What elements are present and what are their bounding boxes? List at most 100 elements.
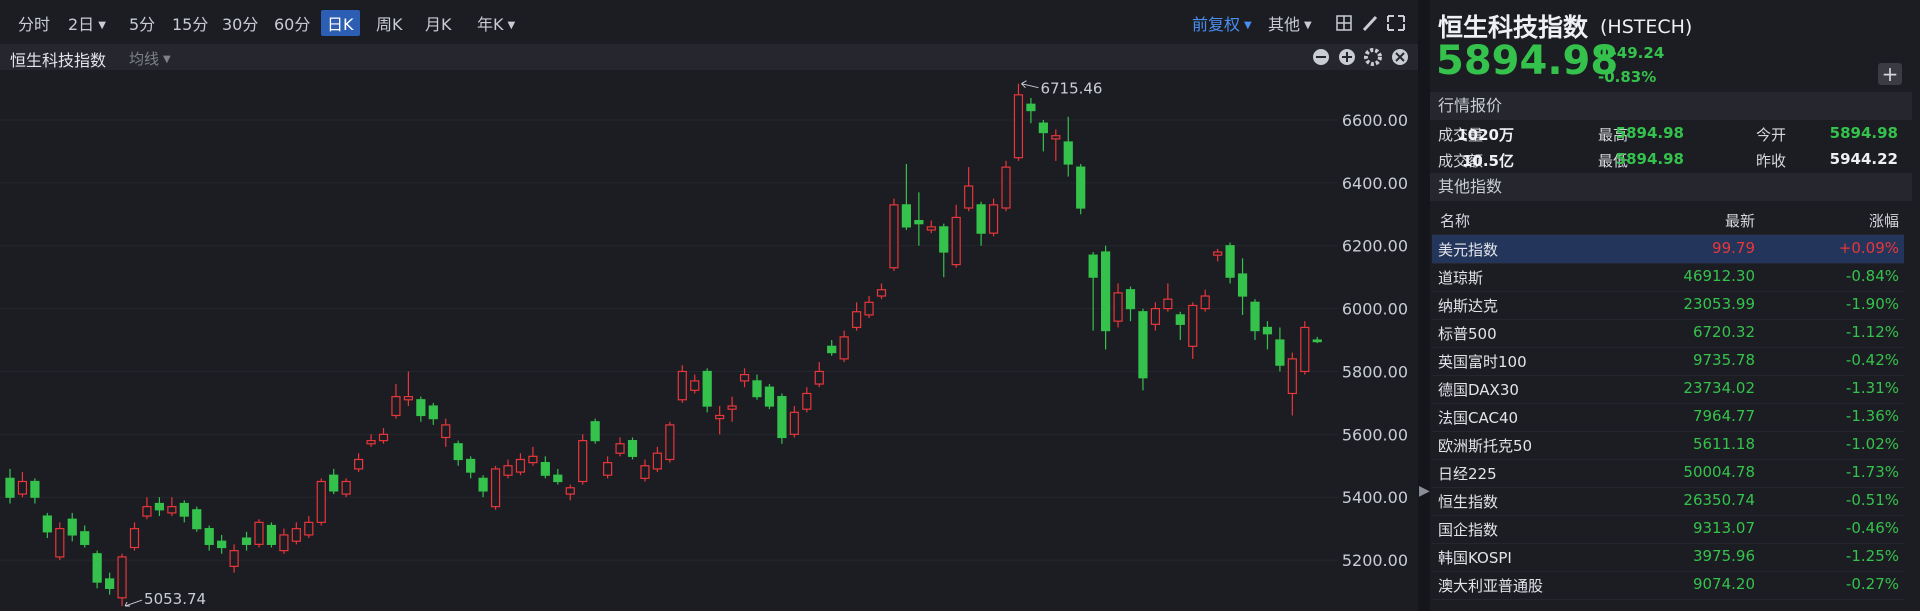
option-dropdown[interactable]: 前复权 ▼ — [1192, 15, 1252, 34]
candle-body — [204, 528, 214, 545]
y-tick-label: 5800.00 — [1342, 362, 1408, 381]
candlestick-chart: 5200.00 5400.00 5600.00 5800.00 6000.00 6200.… — [0, 80, 1408, 608]
candle-body — [1175, 314, 1185, 325]
index-name: 纳斯达克 — [1438, 297, 1499, 315]
candle-body — [1063, 141, 1073, 165]
candle-body — [1213, 251, 1223, 256]
index-row[interactable]: 日经225 50004.78 -1.73% — [1432, 459, 1904, 488]
y-tick-label: 5400.00 — [1342, 488, 1408, 507]
candle-body — [752, 380, 762, 398]
candle-body — [1038, 122, 1048, 134]
candle-body — [789, 411, 799, 435]
candle-body — [889, 204, 899, 269]
candle-body — [1026, 103, 1036, 112]
candle-body — [839, 336, 849, 360]
candle-body — [503, 465, 513, 476]
stat-label: 昨收 — [1756, 152, 1787, 170]
index-change: -1.12% — [1845, 323, 1899, 341]
index-row[interactable]: 德国DAX30 23734.02 -1.31% — [1432, 375, 1904, 404]
index-row[interactable]: 欧洲斯托克50 5611.18 -1.02% — [1432, 431, 1904, 460]
period-tab[interactable]: 15分 — [172, 15, 209, 34]
stat-value: 5894.98 — [1829, 124, 1898, 142]
index-change: +0.09% — [1838, 239, 1899, 257]
period-tab[interactable]: 月K — [425, 15, 452, 34]
index-row[interactable]: 标普500 6720.32 -1.12% — [1432, 319, 1904, 348]
candle-body — [1237, 273, 1248, 297]
index-row[interactable]: 韩国KOSPI 3975.96 -1.25% — [1432, 543, 1904, 572]
indicator-dropdown[interactable]: 均线 ▼ — [129, 50, 171, 68]
index-row[interactable]: 国企指数 9313.07 -0.46% — [1432, 515, 1904, 544]
index-name: 法国CAC40 — [1438, 409, 1519, 427]
candle-body — [217, 540, 227, 549]
stat-value: 5894.98 — [1615, 124, 1684, 142]
index-row[interactable]: 美元指数 99.79 +0.09% — [1432, 235, 1904, 264]
candle-body — [354, 458, 364, 470]
stat-value: 5894.98 — [1615, 150, 1684, 168]
section-header: 行情报价 — [1430, 92, 1912, 120]
option-dropdown[interactable]: 其他 ▼ — [1268, 15, 1312, 34]
period-tab[interactable]: 日K — [321, 10, 360, 36]
candle-body — [466, 458, 476, 473]
toolbar: 分时 2日 ▼ 5分 15分 30分 60分 日K 周K 月K 年K ▼ 前复权 ▼ … — [0, 0, 1418, 44]
period-tab[interactable]: 年K ▼ — [477, 15, 516, 34]
index-last: 9735.78 — [1692, 351, 1755, 369]
candle-body — [602, 462, 613, 476]
y-tick-label: 5600.00 — [1342, 425, 1408, 444]
candle-body — [1163, 298, 1173, 310]
index-row[interactable]: 道琼斯 46912.30 -0.84% — [1432, 263, 1904, 292]
y-tick-label: 6000.00 — [1342, 300, 1408, 319]
candle-body — [814, 370, 824, 385]
collapse-arrow[interactable]: ▶ — [1419, 483, 1430, 499]
stat-label: 最低 — [1598, 152, 1629, 170]
index-name: 澳大利亚普通股 — [1438, 577, 1544, 595]
period-tab[interactable]: 5分 — [129, 15, 156, 34]
candle-body — [304, 521, 314, 536]
candle-body — [229, 550, 239, 567]
period-tab[interactable]: 60分 — [274, 15, 311, 34]
candle-body — [1188, 304, 1198, 347]
candle-body — [864, 301, 874, 316]
period-tab[interactable]: 2日 ▼ — [68, 15, 106, 34]
candle-body — [167, 506, 177, 514]
candle-body — [515, 458, 526, 473]
period-tab[interactable]: 30分 — [222, 15, 259, 34]
index-name: 恒生指数 — [1438, 493, 1499, 511]
column-header: 名称 — [1440, 212, 1471, 230]
candle-body — [565, 487, 575, 495]
index-last: 5611.18 — [1692, 435, 1755, 453]
column-header: 涨幅 — [1868, 212, 1899, 230]
candle-body — [416, 399, 426, 417]
index-row[interactable]: 英国富时100 9735.78 -0.42% — [1432, 347, 1904, 376]
index-name: 英国富时100 — [1438, 353, 1527, 371]
index-last: 46912.30 — [1683, 267, 1755, 285]
index-row[interactable]: 澳大利亚普通股 9074.20 -0.27% — [1432, 571, 1904, 600]
index-last: 23734.02 — [1683, 379, 1755, 397]
candle-body — [1100, 251, 1111, 332]
candle-body — [677, 370, 687, 401]
candle-body — [17, 480, 28, 495]
fullscreen-icon[interactable] — [1387, 15, 1405, 31]
index-row[interactable]: 恒生指数 26350.74 -0.51% — [1432, 487, 1904, 516]
candle-body — [291, 528, 301, 542]
candle-body — [590, 421, 600, 442]
add-button[interactable]: + — [1878, 63, 1902, 85]
last-price: 5894.98 — [1436, 38, 1619, 84]
index-name: 韩国KOSPI — [1438, 549, 1512, 567]
candle-body — [827, 345, 837, 354]
candle-body — [615, 443, 625, 454]
candle-body — [665, 424, 675, 461]
index-row[interactable]: 法国CAC40 7964.77 -1.36% — [1432, 403, 1904, 432]
price-change: ⬇-49.24 — [1598, 44, 1665, 62]
option-label: 前复权 — [1192, 15, 1241, 34]
settings[interactable] — [1364, 48, 1382, 66]
draw-icon[interactable] — [1362, 15, 1378, 32]
stat-value: 5944.22 — [1829, 150, 1898, 168]
change-value: -49.24 — [1610, 44, 1665, 62]
period-tab[interactable]: 周K — [376, 15, 403, 34]
candle-body — [578, 440, 588, 483]
candle-body — [403, 396, 413, 401]
period-tab[interactable]: 分时 — [18, 15, 51, 34]
candle-body — [914, 219, 924, 225]
candle-body — [702, 370, 712, 407]
index-row[interactable]: 纳斯达克 23053.99 -1.90% — [1432, 291, 1904, 320]
